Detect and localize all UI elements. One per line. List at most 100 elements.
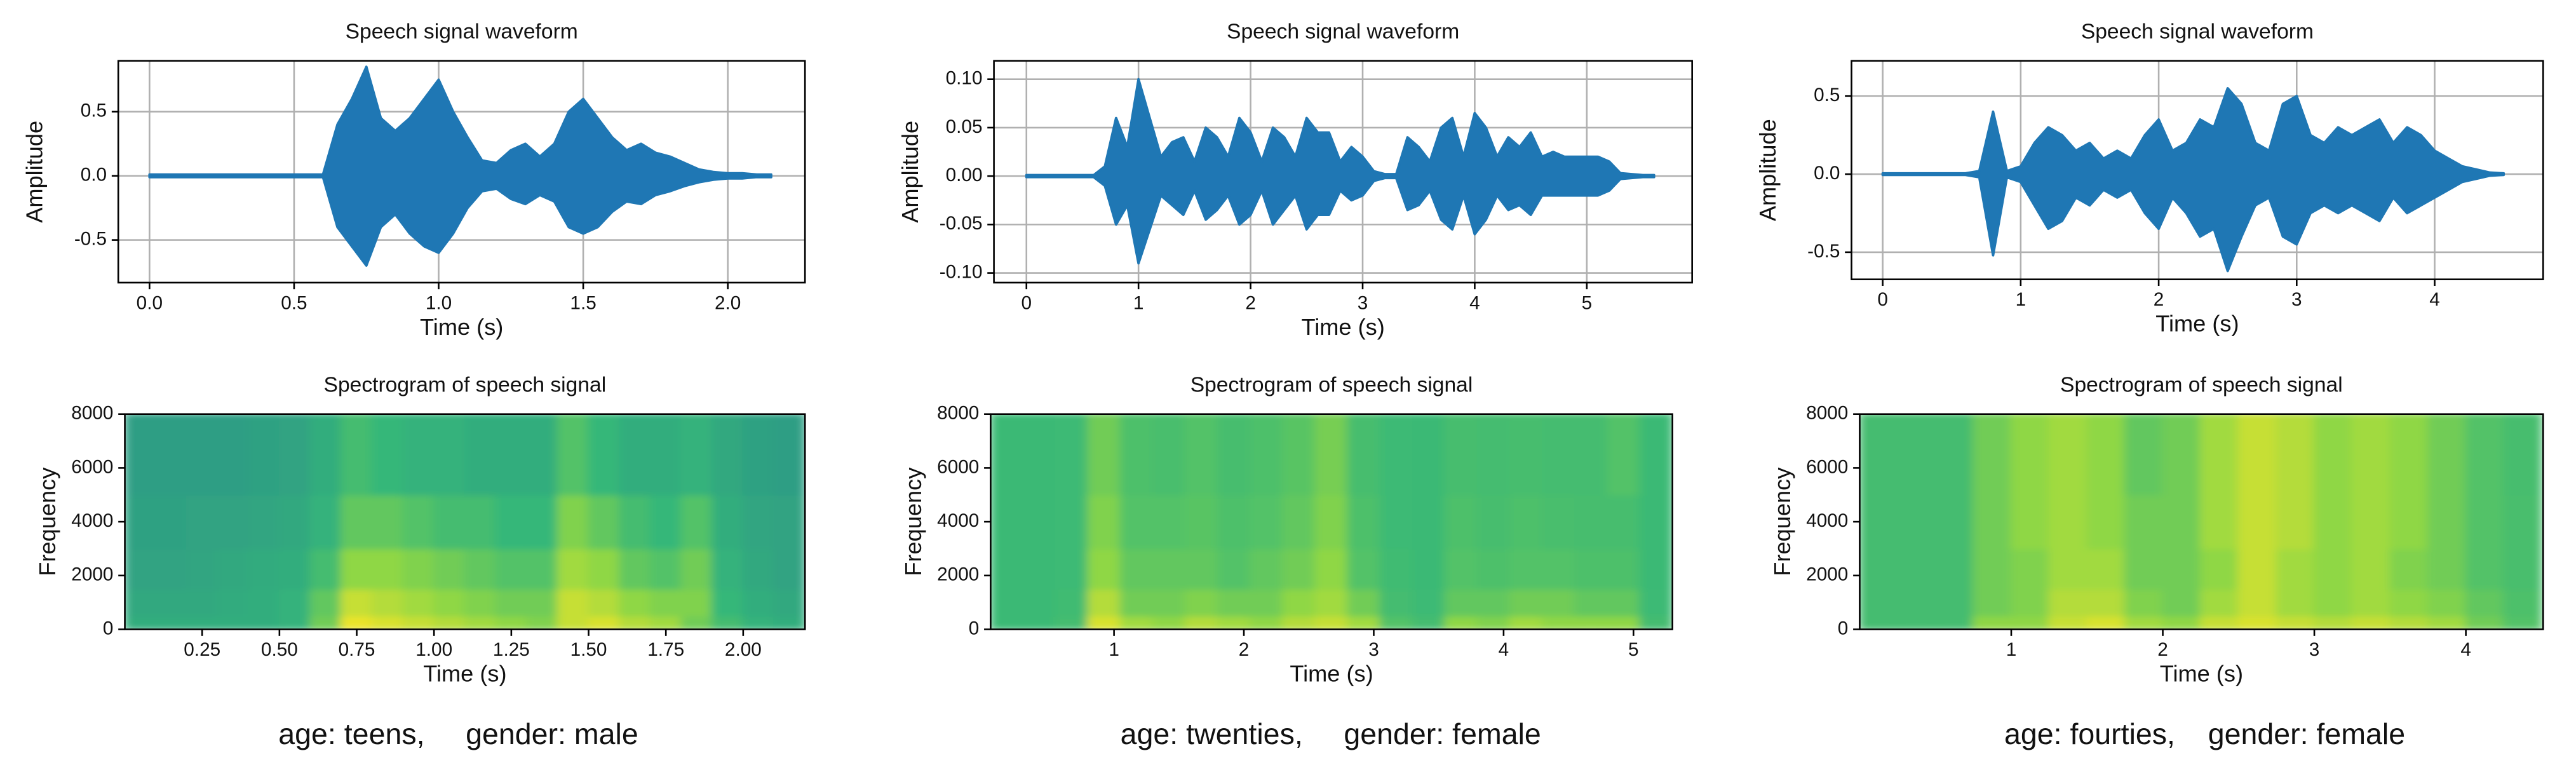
x-tick-label: 0.25: [184, 639, 220, 660]
spectrogram-cell: [1379, 588, 1414, 617]
spectrogram-cell: [2427, 494, 2467, 550]
spectrogram-cell: [990, 548, 1024, 590]
y-tick-label: 0.0: [1814, 163, 1840, 184]
x-tick-label: 4: [2460, 639, 2471, 660]
spectrogram-cell: [217, 494, 250, 550]
spectrogram-cell: [1184, 548, 1219, 590]
spectrogram-cell: [556, 615, 590, 630]
spectrogram-cell: [1119, 615, 1154, 630]
spectrogram-cell: [2276, 588, 2316, 617]
plot-frame: [993, 60, 1693, 284]
spectrogram-cell: [2237, 414, 2277, 496]
spectrogram-cell: [680, 588, 713, 617]
y-tick-label: 0: [103, 618, 114, 639]
spectrogram-cell: [1249, 615, 1284, 630]
spectrogram-cell: [1896, 615, 1937, 630]
spectrogram-cell: [2465, 588, 2505, 617]
spectrogram-cell: [2237, 615, 2277, 630]
spectrogram-cell: [649, 588, 682, 617]
spectrogram-cell: [525, 494, 559, 550]
chart-title: Speech signal waveform: [1227, 20, 1459, 44]
spectrogram-cell: [618, 615, 652, 630]
chart: Spectrogram of speech signal Time (s) Freq…: [900, 374, 1673, 686]
spectrogram-cell: [1972, 548, 2013, 590]
spectrogram-cell: [1574, 615, 1608, 630]
spectrogram-cell: [2276, 548, 2316, 590]
spectrogram-cell: [2048, 414, 2088, 496]
y-tick-label: 4000: [937, 510, 979, 531]
chart-title: Spectrogram of speech signal: [2060, 374, 2343, 397]
x-tick-label: 2: [1245, 292, 1256, 313]
spectrogram-cell: [742, 615, 775, 630]
spectrogram-cell: [588, 615, 621, 630]
spectrogram-cell: [556, 494, 590, 550]
spectrogram-cell: [1119, 588, 1154, 617]
spectrogram-cell: [1314, 588, 1349, 617]
spectrogram-cell: [1972, 494, 2013, 550]
caption: age: fourties, gender: female: [2004, 717, 2405, 750]
spectrogram-cell: [2199, 494, 2240, 550]
spectrogram-cell: [2427, 588, 2467, 617]
plot-area: [125, 414, 806, 630]
spectrogram-cell: [340, 615, 374, 630]
spectrogram-cell: [1217, 548, 1251, 590]
spectrogram-cell: [2313, 494, 2354, 550]
x-tick-label: 3: [2291, 289, 2302, 310]
spectrogram-cell: [2124, 414, 2164, 496]
spectrogram-cell: [278, 615, 311, 630]
caption: age: teens, gender: male: [278, 717, 638, 750]
spectrogram-cell: [742, 414, 775, 496]
spectrogram-cell: [1347, 414, 1381, 496]
spectrogram-cell: [2502, 414, 2543, 496]
spectrogram-cell: [742, 548, 775, 590]
x-tick-label: 2: [2154, 289, 2164, 310]
plot-frame: [117, 60, 806, 284]
spectrogram-cell: [1541, 615, 1576, 630]
spectrogram-cell: [2502, 548, 2543, 590]
chart: Spectrogram of speech signal Time (s) Freq…: [34, 374, 806, 686]
spectrogram-cell: [1444, 588, 1479, 617]
spectrogram-cell: [2276, 615, 2316, 630]
spectrogram-cell: [278, 494, 311, 550]
chart: Speech signal waveform Time (s) Amplitude 0…: [21, 20, 806, 340]
spectrogram-cell: [154, 414, 188, 496]
y-tick-label: 0.0: [81, 165, 107, 186]
spectrogram-cell: [402, 615, 435, 630]
spectrogram-cell: [1412, 615, 1446, 630]
x-tick-label: 1.50: [570, 639, 607, 660]
chart: Speech signal waveform Time (s) Amplitude 0…: [1755, 20, 2544, 337]
spectrogram-cell: [618, 588, 652, 617]
spectrogram-cell: [2351, 414, 2391, 496]
plot-area: [1859, 414, 2543, 630]
spectrogram-cell: [433, 414, 466, 496]
spectrogram-cell: [649, 414, 682, 496]
y-axis-label: Frequency: [34, 467, 60, 576]
spectrogram-cell: [2313, 414, 2354, 496]
spectrogram-cell: [1184, 494, 1219, 550]
spectrogram-cell: [247, 588, 281, 617]
spectrogram-cell: [433, 494, 466, 550]
spectrogram-cell: [2427, 414, 2467, 496]
spectrogram-cell: [1412, 494, 1446, 550]
spectrogram-cell: [1217, 588, 1251, 617]
x-tick-label: 2.0: [715, 292, 741, 313]
y-tick-label: 0.10: [946, 68, 983, 89]
spectrogram-cell: [2389, 494, 2429, 550]
spectrogram-cell: [1509, 548, 1544, 590]
x-tick-label: 1: [2016, 289, 2026, 310]
spectrogram-cell: [1379, 548, 1414, 590]
spectrogram-cell: [1541, 414, 1576, 496]
spectrogram-cell: [1119, 548, 1154, 590]
x-tick-label: 1: [1109, 639, 1119, 660]
spectrogram-cell: [1639, 414, 1673, 496]
spectrogram-cell: [990, 588, 1024, 617]
spectrogram-cell: [1314, 615, 1349, 630]
spectrogram-cell: [1152, 494, 1187, 550]
x-axis-label: Time (s): [2155, 311, 2239, 337]
spectrogram-cell: [185, 494, 219, 550]
spectrogram-cell: [371, 494, 404, 550]
spectrogram-cell: [2010, 414, 2050, 496]
y-tick-label: 8000: [71, 403, 113, 424]
spectrogram-cell: [773, 494, 806, 550]
spectrogram-cell: [2389, 588, 2429, 617]
